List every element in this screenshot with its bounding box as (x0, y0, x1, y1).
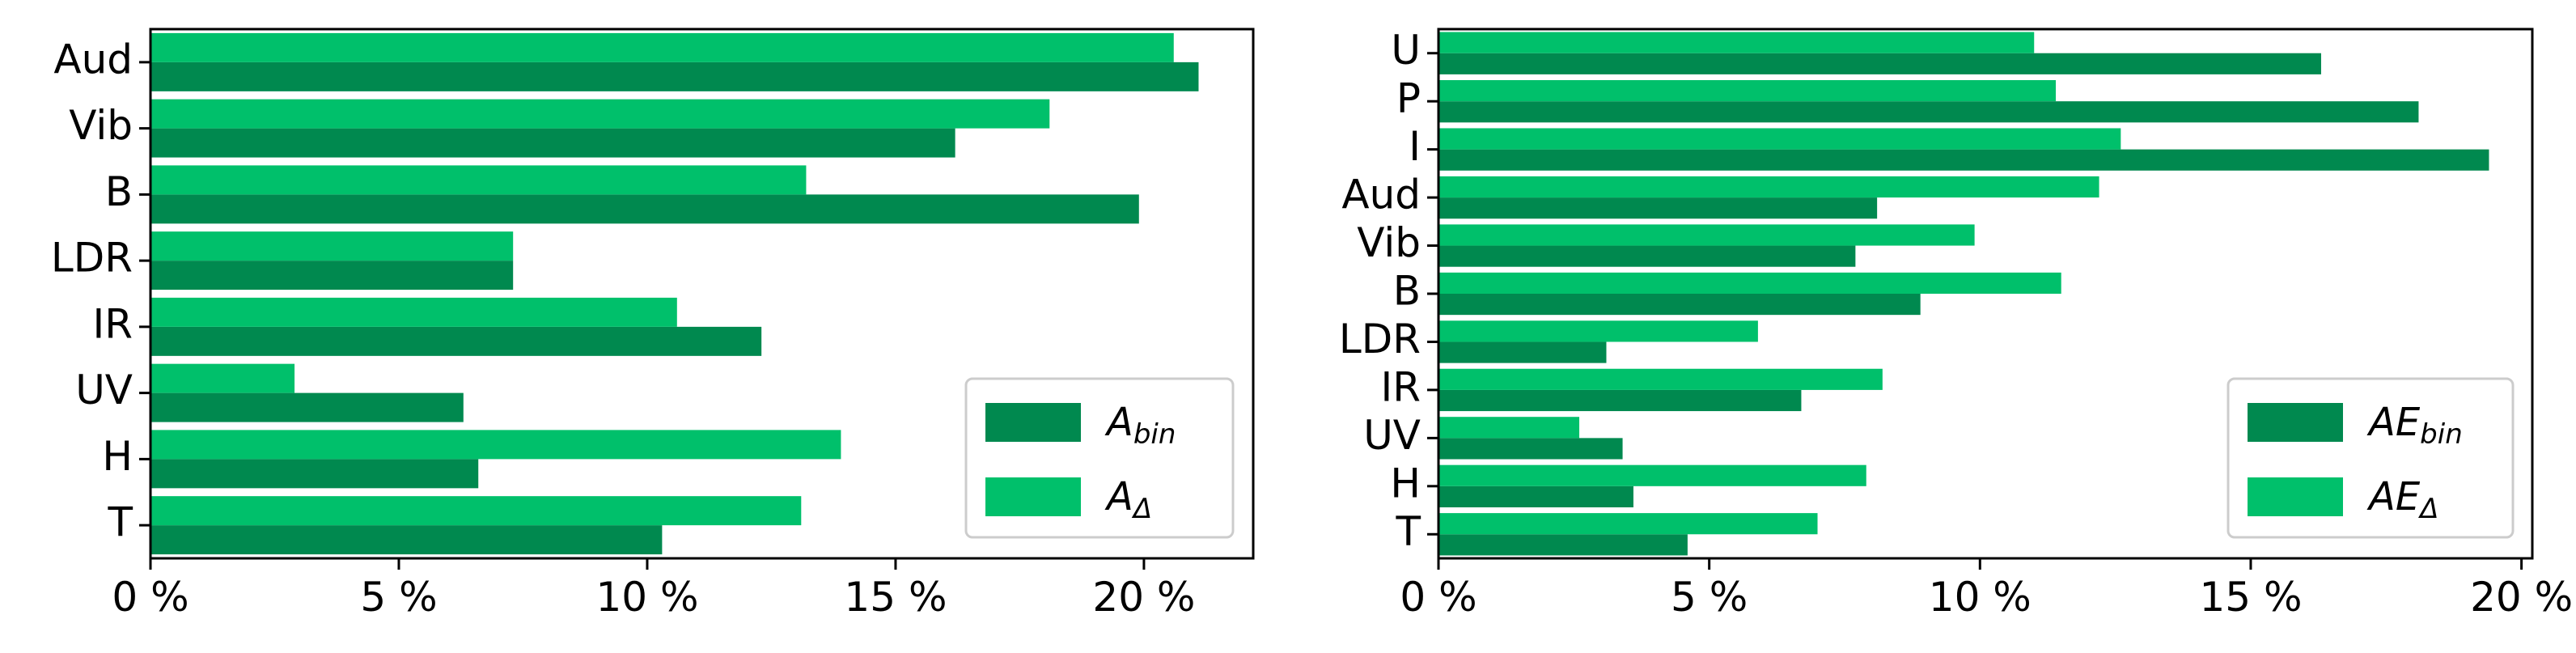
ytick-label-uv: UV (1363, 412, 1421, 459)
bar-abin-aud (150, 61, 1199, 91)
ytick-label-h: H (1390, 460, 1421, 507)
bar-aebin-vib (1438, 245, 1856, 267)
bar-a-ir (150, 297, 677, 327)
bar-ae-i (1438, 128, 2121, 150)
axes-frame (149, 28, 1255, 560)
bar-aebin-i (1438, 149, 2489, 171)
ytick-label-p: P (1396, 75, 1421, 122)
bar-aebin-ir (1438, 389, 1802, 412)
bar-aebin-b (1438, 294, 1921, 316)
bar-a-b (150, 165, 807, 195)
ytick-label-b: B (105, 168, 133, 215)
bar-abin-h (150, 459, 479, 489)
ytick-label-ir: IR (93, 300, 133, 347)
legend-label-2: AEΔ (2366, 474, 2438, 525)
ytick-label-ir: IR (1381, 363, 1421, 410)
ytick-label-vib: Vib (1357, 219, 1421, 266)
bar-ae-aud (1438, 176, 2099, 198)
xtick-label: 15 % (2199, 574, 2302, 621)
bar-a-ldr (150, 231, 514, 261)
xtick-label: 0 % (112, 574, 189, 621)
legend: Abin AΔ (964, 377, 1235, 539)
bar-ae-u (1438, 32, 2035, 53)
bar-aebin-uv (1438, 438, 1623, 460)
bar-abin-b (150, 194, 1139, 224)
xtick-label: 20 % (1092, 574, 1195, 621)
axes-frame (1437, 28, 2534, 560)
bar-a-vib (150, 99, 1050, 129)
bar-aebin-u (1438, 53, 2321, 74)
ytick-label-aud: Aud (1341, 172, 1421, 218)
legend-swatch-1 (2248, 403, 2343, 442)
bar-aebin-aud (1438, 197, 1878, 219)
legend: AEbin AEΔ (2226, 377, 2515, 539)
xtick-label: 20 % (2470, 574, 2573, 621)
legend-label-1: Abin (1104, 400, 1176, 451)
bar-abin-t (150, 525, 663, 555)
ytick-label-u: U (1391, 27, 1421, 74)
bar-abin-ir (150, 326, 762, 356)
ytick-label-i: I (1409, 123, 1421, 170)
legend-label-2: AΔ (1104, 474, 1152, 525)
bar-ae-uv (1438, 417, 1580, 439)
ytick-label-ldr: LDR (1339, 316, 1421, 363)
xtick-label: 5 % (1671, 574, 1748, 621)
xtick-label: 10 % (595, 574, 698, 621)
legend-label-1: AEbin (2366, 400, 2463, 451)
bar-abin-vib (150, 128, 955, 158)
ytick-label-aud: Aud (53, 36, 133, 83)
ytick-label-uv: UV (75, 367, 133, 413)
bar-abin-ldr (150, 261, 514, 290)
bar-ae-ir (1438, 368, 1883, 390)
bar-ae-t (1438, 513, 1818, 535)
xtick-label: 0 % (1400, 574, 1477, 621)
bar-a-uv (150, 363, 295, 393)
ytick-label-h: H (102, 433, 133, 480)
bar-aebin-p (1438, 101, 2419, 123)
xtick-label: 15 % (844, 574, 947, 621)
bar-abin-uv (150, 392, 464, 422)
bar-a-aud (150, 32, 1174, 62)
bar-a-t (150, 496, 802, 526)
bar-ae-h (1438, 464, 1866, 486)
legend-swatch-1 (985, 403, 1081, 442)
legend-swatch-2 (2248, 477, 2343, 516)
ytick-label-ldr: LDR (51, 235, 133, 282)
chart-1: Aud Vib B LDR IR UV HT 0 % 5 % 10 % 15 % 20 % Abin AΔ (51, 28, 1255, 621)
bar-aebin-ldr (1438, 341, 1607, 363)
bar-ae-vib (1438, 224, 1975, 246)
bar-aebin-h (1438, 486, 1633, 507)
bar-ae-ldr (1438, 320, 1758, 342)
ytick-label-t: T (1395, 508, 1421, 555)
xtick-label: 5 % (360, 574, 437, 621)
ytick-label-b: B (1393, 268, 1421, 315)
ytick-label-t: T (107, 499, 133, 546)
ytick-label-vib: Vib (69, 102, 133, 149)
bar-aebin-t (1438, 534, 1688, 556)
legend-swatch-2 (985, 477, 1081, 516)
bar-a-h (150, 430, 841, 460)
bar-ae-b (1438, 272, 2061, 294)
bar-ae-p (1438, 80, 2057, 102)
xtick-label: 10 % (1929, 574, 2032, 621)
